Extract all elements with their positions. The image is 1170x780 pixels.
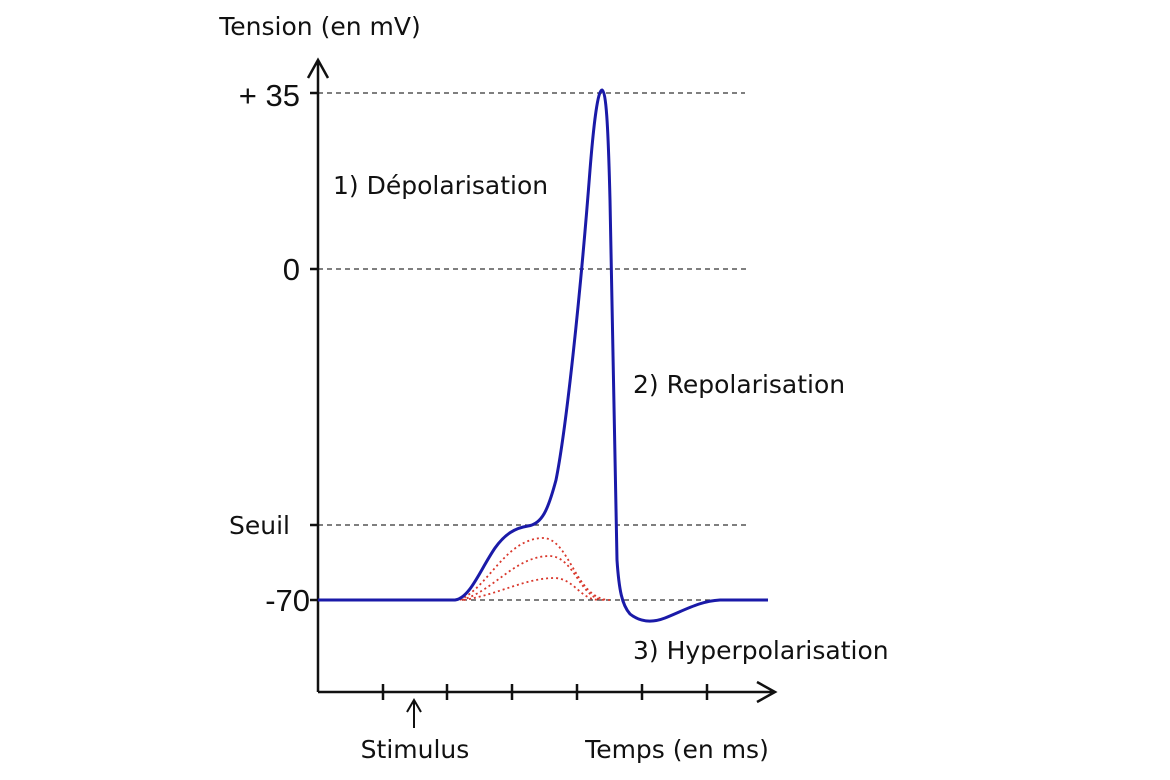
y-label: Seuil [229,511,290,540]
y-label: 0 [283,252,300,287]
subthreshold-curves [459,537,611,601]
stimulus-arrow [406,698,422,728]
stimulus-label: Stimulus [361,735,470,764]
axis-ticks [310,91,709,700]
y-label: + 35 [239,78,300,113]
y-axis [306,57,330,692]
phase-label: 2) Repolarisation [633,370,845,399]
phase-label: 1) Dépolarisation [333,171,548,200]
action-potential-curve [318,88,768,623]
x-axis-title: Temps (en ms) [584,735,769,764]
x-axis [318,680,778,704]
y-label: -70 [265,583,310,618]
y-axis-title: Tension (en mV) [218,12,420,41]
phase-label: 3) Hyperpolarisation [633,636,889,665]
